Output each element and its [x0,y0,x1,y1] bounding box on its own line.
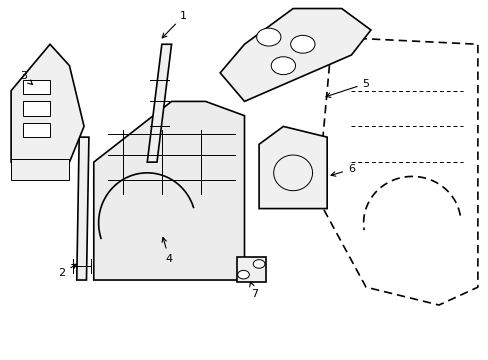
Text: 5: 5 [325,78,369,97]
Polygon shape [11,158,69,180]
Polygon shape [94,102,244,280]
Bar [23,80,50,94]
Text: 2: 2 [59,264,77,278]
Text: 1: 1 [162,11,187,38]
Circle shape [253,260,264,268]
Polygon shape [11,44,84,162]
Text: 3: 3 [20,71,32,85]
Polygon shape [220,9,370,102]
Text: 6: 6 [330,164,354,176]
Polygon shape [237,257,266,282]
Polygon shape [147,44,171,162]
Circle shape [271,57,295,75]
Polygon shape [259,126,326,208]
Circle shape [237,270,249,279]
Polygon shape [77,137,89,280]
Bar [23,123,50,137]
Text: 4: 4 [162,238,172,264]
Bar [23,102,50,116]
Text: 7: 7 [249,282,257,299]
Circle shape [256,28,281,46]
Circle shape [290,35,314,53]
